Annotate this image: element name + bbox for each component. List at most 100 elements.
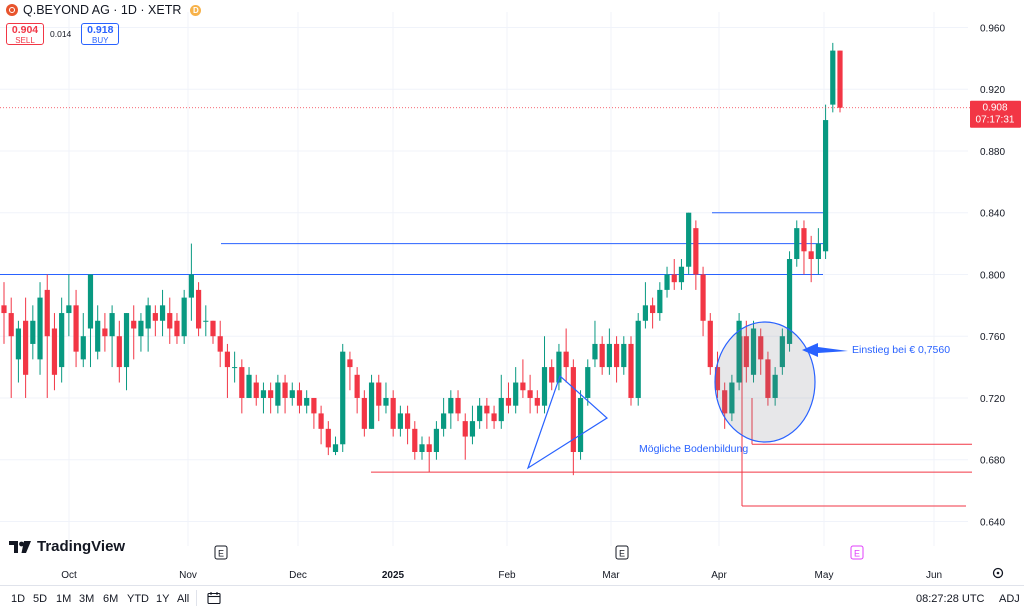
- candle-body: [837, 50, 843, 108]
- price-chart[interactable]: 0.640 0.680 0.720 0.760 0.800 0.840 0.880 0.920…: [0, 0, 1024, 585]
- candle-body: [224, 351, 231, 368]
- candle-body: [152, 313, 158, 321]
- sell-price: 0.904: [11, 24, 39, 36]
- candle-body: [729, 382, 735, 414]
- x-tick-label: Feb: [498, 570, 516, 581]
- range-all[interactable]: All: [177, 593, 190, 605]
- candle-body: [743, 336, 749, 368]
- range-1y[interactable]: 1Y: [156, 593, 170, 605]
- sell-button[interactable]: 0.904 SELL: [6, 23, 44, 45]
- candle-body: [606, 343, 612, 368]
- candle-body: [368, 382, 375, 429]
- range-6m[interactable]: 6M: [103, 593, 119, 605]
- candle-body: [289, 390, 295, 398]
- candle-body: [232, 367, 238, 369]
- candles-layer: [1, 42, 843, 476]
- earnings-marker: [214, 545, 228, 560]
- candle-body: [80, 336, 86, 360]
- candle-body: [801, 228, 807, 252]
- candle-body: [628, 343, 634, 398]
- candle-body: [714, 367, 721, 391]
- candle-body: [563, 351, 569, 368]
- chart-settings-icon[interactable]: [992, 567, 1004, 579]
- candle-body: [174, 320, 180, 337]
- utc-clock[interactable]: 08:27:28 UTC: [916, 593, 985, 605]
- earnings-marker-label: E: [854, 549, 860, 559]
- range-3m[interactable]: 3M: [79, 593, 95, 605]
- candle-body: [109, 313, 115, 337]
- x-tick-label: Nov: [179, 570, 197, 581]
- candle-body: [491, 413, 497, 422]
- buy-button[interactable]: 0.918 BUY: [81, 23, 120, 45]
- candle-body: [383, 397, 389, 406]
- y-tick-label: 0.640: [980, 517, 1005, 528]
- candle-body: [37, 297, 43, 360]
- y-tick-label: 0.880: [980, 147, 1005, 158]
- candle-body: [268, 390, 274, 398]
- candle-body: [815, 243, 821, 260]
- y-tick-label: 0.840: [980, 209, 1005, 220]
- candle-body: [527, 390, 533, 398]
- candle-body: [433, 428, 440, 452]
- candle-body: [8, 313, 14, 337]
- range-ytd[interactable]: YTD: [127, 593, 149, 605]
- candle-body: [736, 320, 742, 383]
- candle-body: [253, 382, 259, 398]
- range-1m[interactable]: 1M: [56, 593, 72, 605]
- y-tick-label: 0.800: [980, 270, 1005, 281]
- candle-body: [822, 120, 829, 252]
- range-1d[interactable]: 1D: [11, 593, 26, 605]
- x-tick-label: Dec: [289, 570, 307, 581]
- candle-body: [275, 382, 281, 406]
- bottom-formation-annotation: Mögliche Bodenbildung: [639, 443, 748, 455]
- candle-body: [707, 320, 713, 368]
- candle-body: [765, 359, 771, 398]
- candle-body: [650, 305, 656, 314]
- candle-body: [23, 320, 29, 375]
- x-tick-label: Mar: [602, 570, 620, 581]
- drawing-horizontal-levels[interactable]: [0, 212, 972, 507]
- goto-date-icon[interactable]: [207, 591, 221, 605]
- trade-panel: 0.904 SELL 0.014 0.918 BUY: [6, 23, 120, 45]
- candle-body: [419, 444, 425, 452]
- range-5d[interactable]: 5D: [33, 593, 48, 605]
- candle-body: [95, 320, 101, 352]
- symbol-header[interactable]: Q.BEYOND AG · 1D · XETR D: [6, 3, 202, 17]
- candle-body: [239, 367, 245, 398]
- symbol-title[interactable]: Q.BEYOND AG · 1D · XETR: [23, 3, 182, 17]
- y-tick-label: 0.760: [980, 332, 1005, 343]
- earnings-marker-label: E: [619, 549, 625, 559]
- candle-body: [397, 413, 403, 429]
- tradingview-logo[interactable]: TradingView: [9, 538, 125, 555]
- candle-body: [621, 343, 627, 368]
- candle-body: [786, 259, 793, 344]
- candle-body: [59, 313, 65, 368]
- candle-body: [693, 228, 699, 275]
- candle-body: [794, 228, 800, 260]
- candle-body: [678, 266, 685, 283]
- candle-body: [758, 336, 764, 360]
- candle-body: [722, 390, 728, 414]
- candle-body: [441, 413, 447, 429]
- candle-body: [448, 397, 454, 414]
- candle-body: [138, 320, 144, 337]
- x-tick-label: Jun: [926, 570, 942, 581]
- x-tick-label: Apr: [711, 570, 727, 581]
- candle-body: [131, 320, 137, 329]
- candle-body: [347, 359, 353, 368]
- earnings-marker-label: E: [218, 549, 224, 559]
- y-tick-label: 0.960: [980, 23, 1005, 34]
- buy-label: BUY: [92, 36, 109, 45]
- drawings-layer[interactable]: [526, 321, 848, 470]
- candle-body: [325, 428, 331, 448]
- delayed-badge: D: [190, 4, 202, 16]
- candle-body: [311, 397, 317, 414]
- candle-body: [830, 50, 836, 105]
- candle-body: [592, 343, 598, 360]
- earnings-marker: [615, 545, 629, 560]
- candle-body: [123, 313, 130, 368]
- adjust-button[interactable]: ADJ: [999, 593, 1020, 605]
- y-tick-label: 0.720: [980, 394, 1005, 405]
